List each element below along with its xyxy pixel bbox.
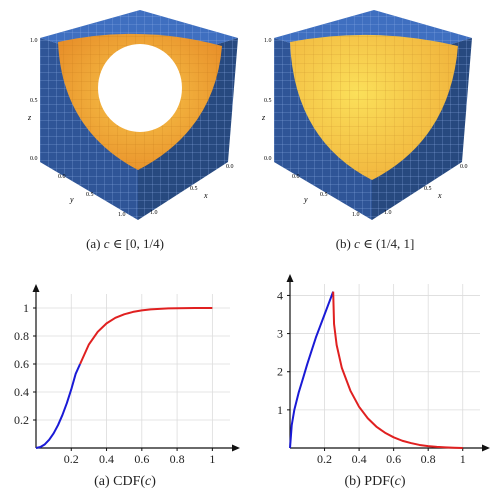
cube-a-ztick-1: 1.0	[30, 38, 38, 44]
cdf-caption-suffix: )	[151, 474, 156, 489]
cube-b-caption-var: c	[354, 236, 360, 251]
cube-a-caption-var: c	[103, 236, 110, 251]
pdf-series-1	[332, 291, 463, 449]
cube-b-y-label: y	[303, 195, 308, 204]
cube-a-ytick-1: 1.0	[118, 212, 126, 218]
cube-b-xtick-05: 0.5	[424, 186, 432, 192]
pdf-y-arrow	[286, 274, 294, 282]
pdf-ytick-label-0: 1	[277, 403, 283, 417]
cdf-ytick-label-4: 1	[23, 301, 29, 315]
cube-b-x-label: x	[437, 191, 442, 200]
pdf-xtick-label-0: 0.2	[317, 452, 332, 466]
cube-a-caption-prefix: (a)	[86, 236, 104, 251]
cdf-series-1	[79, 307, 213, 365]
cube-panel-a: 1.0 0.5 0.0 z 0.0 0.5 1.0 y 1.0 0.5 0.0 …	[0, 0, 250, 260]
cube-b-ztick-0: 0.0	[264, 156, 272, 162]
cube-a-z-label: z	[27, 113, 32, 122]
cube-b-caption-suffix: ∈ (1/4, 1]	[359, 236, 415, 251]
cube-b-ytick-05: 0.5	[320, 192, 328, 198]
cdf-xtick-label-0: 0.2	[64, 452, 79, 466]
pdf-caption-prefix: (b) PDF(	[344, 474, 395, 489]
cube-b-figure: 1.0 0.5 0.0 z 0.0 0.5 1.0 y 1.0 0.5 0.0 …	[261, 10, 472, 220]
cube-a-xtick-0: 0.0	[226, 164, 234, 170]
pdf-ytick-label-1: 2	[277, 365, 283, 379]
cube-b-ytick-0: 0.0	[292, 174, 300, 180]
cdf-ytick-label-2: 0.6	[14, 357, 29, 371]
cube-panel-b: 1.0 0.5 0.0 z 0.0 0.5 1.0 y 1.0 0.5 0.0 …	[250, 0, 500, 260]
cdf-caption-var: c	[145, 474, 152, 489]
cube-a-xtick-05: 0.5	[190, 186, 198, 192]
cdf-caption: (a) CDF(c)	[0, 474, 250, 490]
cube-b-xtick-1: 1.0	[384, 210, 392, 216]
cdf-xtick-label-4: 1	[209, 452, 215, 466]
cube-b-xtick-0: 0.0	[460, 164, 468, 170]
pdf-panel: 0.2 0.4 0.6 0.8 1 1 2 3 4 (b) PDF(c)	[250, 270, 500, 500]
cdf-caption-prefix: (a) CDF(	[94, 474, 146, 489]
pdf-x-arrow	[482, 444, 490, 452]
cube-a-hole	[98, 44, 182, 132]
cdf-x-arrow	[232, 444, 240, 452]
cdf-chart: 0.2 0.4 0.6 0.8 1 0.2 0.4 0.6 0.8 1	[14, 284, 240, 466]
cdf-xtick-label-1: 0.4	[99, 452, 114, 466]
pdf-caption-suffix: )	[400, 474, 406, 489]
cube-a-ztick-05: 0.5	[30, 98, 38, 104]
pdf-xtick-label-3: 0.8	[421, 452, 436, 466]
pdf-ytick-label-3: 4	[277, 288, 283, 302]
pdf-ytick-label-2: 3	[277, 327, 283, 341]
pdf-caption-var: c	[394, 474, 401, 489]
pdf-chart: 0.2 0.4 0.6 0.8 1 1 2 3 4	[277, 274, 490, 466]
cube-a-y-label: y	[69, 195, 74, 204]
cdf-panel: 0.2 0.4 0.6 0.8 1 0.2 0.4 0.6 0.8 1 (a) CDF(c)	[0, 270, 250, 500]
cube-b-caption: (b) c ∈ (1/4, 1]	[250, 236, 500, 252]
cube-b-ytick-1: 1.0	[352, 212, 360, 218]
cube-a-caption-suffix: ∈ [0, 1/4)	[109, 236, 164, 251]
cdf-ytick-label-1: 0.4	[14, 385, 29, 399]
cube-b-z-label: z	[261, 113, 266, 122]
cube-a-ytick-05: 0.5	[86, 192, 94, 198]
cdf-xtick-label-2: 0.6	[134, 452, 149, 466]
pdf-caption: (b) PDF(c)	[250, 474, 500, 490]
cdf-ytick-label-3: 0.8	[14, 329, 29, 343]
cube-a-ztick-0: 0.0	[30, 156, 38, 162]
pdf-series-0	[289, 291, 335, 449]
pdf-xtick-label-4: 1	[460, 452, 466, 466]
cube-a-x-label: x	[203, 191, 208, 200]
cdf-series-0	[35, 363, 82, 449]
cdf-xtick-label-3: 0.8	[170, 452, 185, 466]
cube-b-ztick-05: 0.5	[264, 98, 272, 104]
cdf-ytick-label-0: 0.2	[14, 413, 29, 427]
pdf-xtick-label-2: 0.6	[386, 452, 401, 466]
cdf-y-arrow	[32, 284, 40, 292]
cube-a-figure: 1.0 0.5 0.0 z 0.0 0.5 1.0 y 1.0 0.5 0.0 …	[27, 10, 238, 220]
cube-a-caption: (a) c ∈ [0, 1/4)	[0, 236, 250, 252]
cube-a-xtick-1: 1.0	[150, 210, 158, 216]
cube-a-ytick-0: 0.0	[58, 174, 66, 180]
cube-b-ztick-1: 1.0	[264, 38, 272, 44]
pdf-xtick-label-1: 0.4	[352, 452, 367, 466]
cube-b-caption-prefix: (b)	[335, 236, 355, 251]
